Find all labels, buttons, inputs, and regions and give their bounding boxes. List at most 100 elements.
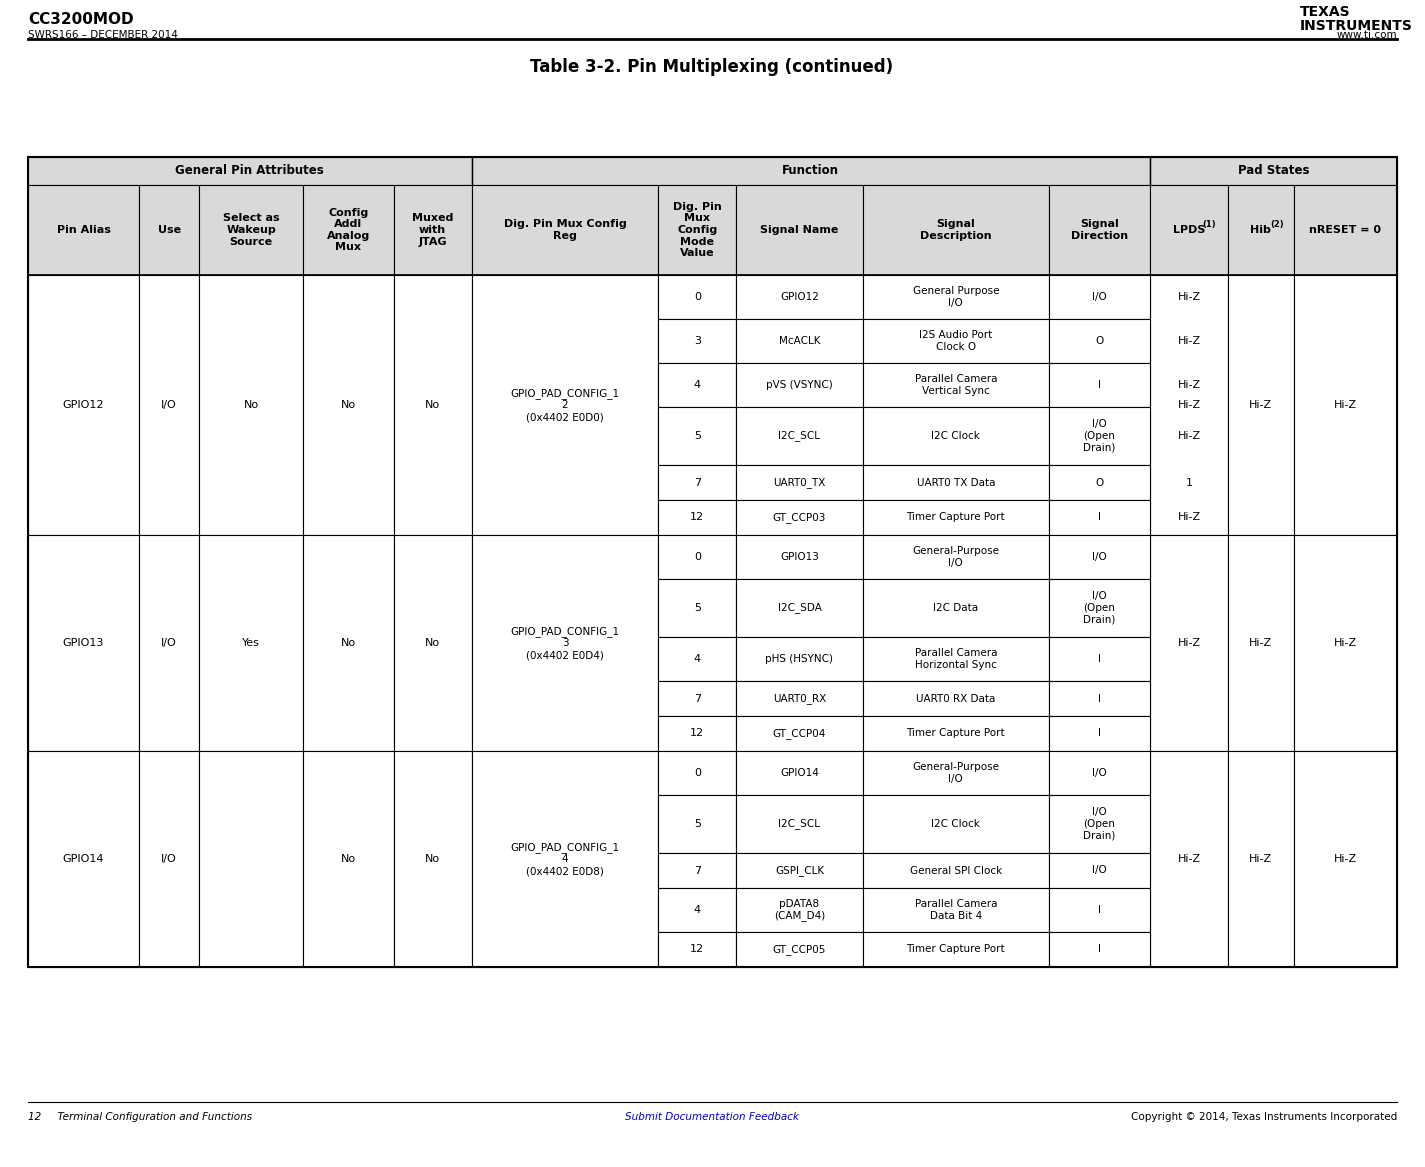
Bar bbox=[862, 407, 1049, 464]
Text: I/O: I/O bbox=[1092, 768, 1107, 778]
Bar bbox=[1049, 186, 1150, 275]
Bar bbox=[737, 717, 862, 752]
Text: Submit Documentation Feedback: Submit Documentation Feedback bbox=[626, 1112, 799, 1121]
Bar bbox=[1049, 795, 1150, 853]
Bar bbox=[862, 637, 1049, 682]
Text: Hi-Z: Hi-Z bbox=[1177, 336, 1201, 345]
Text: (1): (1) bbox=[1203, 219, 1216, 229]
Bar bbox=[862, 363, 1049, 407]
Text: I/O: I/O bbox=[161, 638, 177, 648]
Bar bbox=[1049, 853, 1150, 888]
Text: Copyright © 2014, Texas Instruments Incorporated: Copyright © 2014, Texas Instruments Inco… bbox=[1131, 1112, 1396, 1121]
Text: Hi-Z: Hi-Z bbox=[1334, 400, 1357, 410]
Text: GT_CCP04: GT_CCP04 bbox=[772, 728, 826, 739]
Text: 7: 7 bbox=[694, 866, 701, 875]
Text: McACLK: McACLK bbox=[778, 336, 821, 345]
Text: O: O bbox=[1096, 477, 1103, 488]
Text: I/O: I/O bbox=[1092, 292, 1107, 302]
Text: Hi-Z: Hi-Z bbox=[1177, 512, 1201, 523]
Text: Hi-Z: Hi-Z bbox=[1177, 400, 1201, 410]
Text: I2C_SCL: I2C_SCL bbox=[778, 818, 821, 830]
Text: I/O
(Open
Drain): I/O (Open Drain) bbox=[1083, 592, 1116, 624]
Bar bbox=[737, 464, 862, 499]
Bar bbox=[138, 752, 200, 967]
Text: No: No bbox=[425, 854, 440, 864]
Text: 12: 12 bbox=[690, 512, 704, 523]
Text: Signal Name: Signal Name bbox=[761, 225, 839, 235]
Bar bbox=[393, 186, 472, 275]
Bar bbox=[472, 186, 658, 275]
Bar bbox=[862, 499, 1049, 534]
Bar bbox=[28, 158, 1396, 967]
Bar bbox=[862, 682, 1049, 717]
Text: I/O: I/O bbox=[1092, 552, 1107, 562]
Text: I: I bbox=[1099, 654, 1102, 664]
Bar bbox=[737, 363, 862, 407]
Text: Parallel Camera
Data Bit 4: Parallel Camera Data Bit 4 bbox=[915, 900, 998, 921]
Bar bbox=[472, 752, 658, 967]
Text: GPIO_PAD_CONFIG_1
3
(0x4402 E0D4): GPIO_PAD_CONFIG_1 3 (0x4402 E0D4) bbox=[510, 626, 620, 661]
Bar bbox=[737, 579, 862, 637]
Bar bbox=[28, 752, 138, 967]
Bar bbox=[862, 888, 1049, 932]
Bar bbox=[472, 275, 658, 534]
Text: GPIO13: GPIO13 bbox=[63, 638, 104, 648]
Text: Hi-Z: Hi-Z bbox=[1250, 854, 1273, 864]
Bar bbox=[862, 717, 1049, 752]
Bar bbox=[28, 275, 1396, 967]
Bar bbox=[1294, 186, 1396, 275]
Text: Pin Alias: Pin Alias bbox=[57, 225, 110, 235]
Text: 4: 4 bbox=[694, 380, 701, 390]
Text: Hi-Z: Hi-Z bbox=[1177, 380, 1201, 390]
Text: 5: 5 bbox=[694, 819, 701, 829]
Bar bbox=[862, 186, 1049, 275]
Text: GPIO12: GPIO12 bbox=[779, 292, 819, 302]
Bar bbox=[658, 717, 737, 752]
Text: 5: 5 bbox=[694, 603, 701, 613]
Text: www.ti.com: www.ti.com bbox=[1337, 30, 1396, 40]
Text: Signal
Direction: Signal Direction bbox=[1072, 219, 1129, 240]
Bar bbox=[862, 319, 1049, 363]
Bar bbox=[1049, 637, 1150, 682]
Bar bbox=[862, 853, 1049, 888]
Bar bbox=[862, 932, 1049, 967]
Bar bbox=[658, 464, 737, 499]
Bar bbox=[393, 275, 472, 534]
Bar bbox=[302, 275, 393, 534]
Text: I2S Audio Port
Clock O: I2S Audio Port Clock O bbox=[919, 330, 992, 351]
Bar bbox=[658, 888, 737, 932]
Bar bbox=[658, 407, 737, 464]
Bar bbox=[1049, 932, 1150, 967]
Text: General SPI Clock: General SPI Clock bbox=[909, 866, 1002, 875]
Text: 0: 0 bbox=[694, 552, 701, 562]
Bar bbox=[138, 534, 200, 752]
Bar bbox=[28, 275, 138, 534]
Bar bbox=[658, 752, 737, 795]
Text: GT_CCP03: GT_CCP03 bbox=[772, 512, 826, 523]
Text: GPIO12: GPIO12 bbox=[63, 400, 104, 410]
Text: Dig. Pin
Mux
Config
Mode
Value: Dig. Pin Mux Config Mode Value bbox=[673, 202, 721, 258]
Text: Function: Function bbox=[782, 165, 839, 177]
Bar bbox=[200, 752, 302, 967]
Text: I: I bbox=[1099, 512, 1102, 523]
Bar bbox=[1150, 158, 1396, 186]
Bar bbox=[737, 275, 862, 319]
Text: I: I bbox=[1099, 904, 1102, 915]
Text: I/O
(Open
Drain): I/O (Open Drain) bbox=[1083, 808, 1116, 840]
Text: No: No bbox=[341, 638, 356, 648]
Text: Hi-Z: Hi-Z bbox=[1177, 431, 1201, 441]
Text: Hi-Z: Hi-Z bbox=[1177, 638, 1201, 648]
Bar bbox=[658, 275, 737, 319]
Bar bbox=[737, 534, 862, 579]
Text: Hi-Z: Hi-Z bbox=[1250, 400, 1273, 410]
Text: No: No bbox=[425, 638, 440, 648]
Text: No: No bbox=[244, 400, 259, 410]
Bar bbox=[737, 499, 862, 534]
Bar bbox=[1150, 275, 1228, 534]
Text: 12: 12 bbox=[690, 728, 704, 739]
Text: INSTRUMENTS: INSTRUMENTS bbox=[1300, 19, 1412, 33]
Text: GPIO_PAD_CONFIG_1
2
(0x4402 E0D0): GPIO_PAD_CONFIG_1 2 (0x4402 E0D0) bbox=[510, 387, 620, 422]
Bar bbox=[200, 186, 302, 275]
Bar bbox=[1049, 407, 1150, 464]
Bar bbox=[28, 158, 472, 186]
